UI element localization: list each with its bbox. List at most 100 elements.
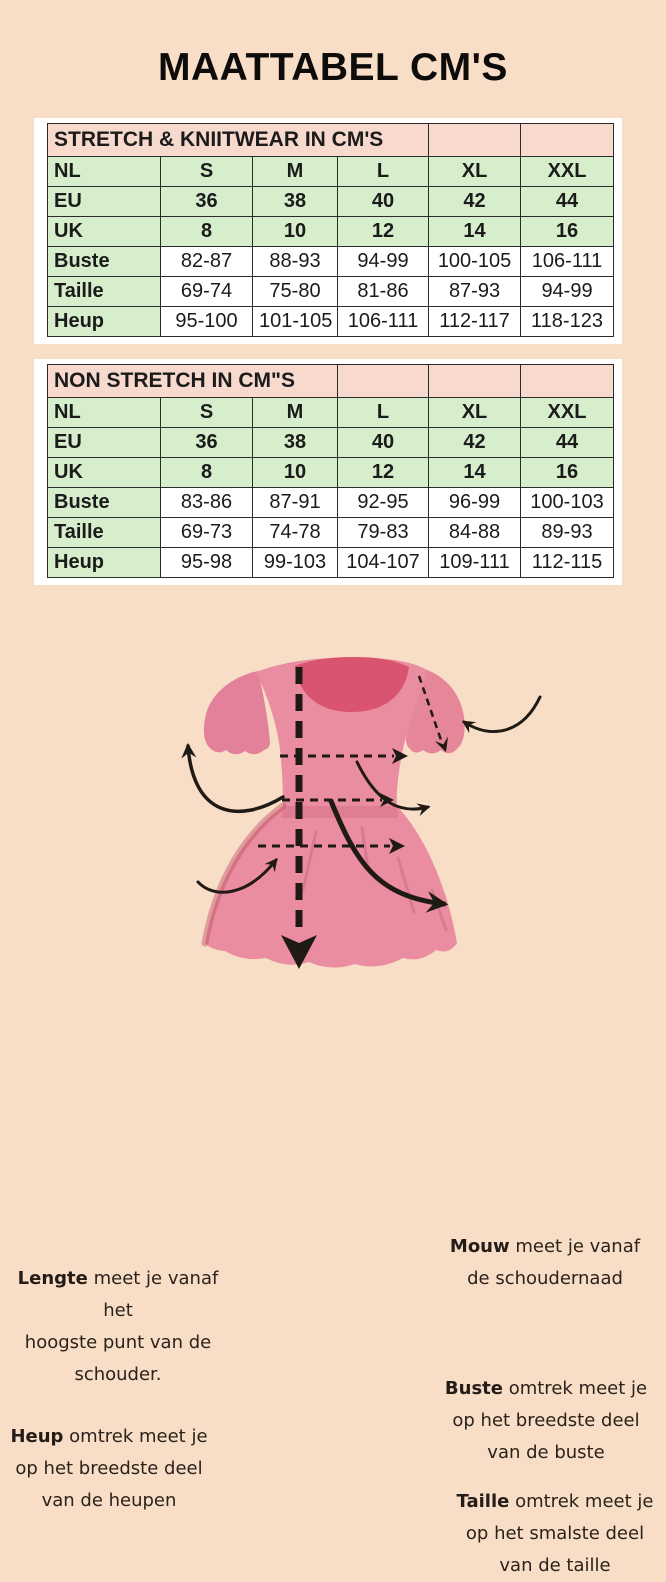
measure-cell: 82-87	[160, 246, 253, 277]
measure-row: Buste 83-86 87-91 92-95 96-99 100-103	[47, 487, 614, 518]
size-row-label: NL	[47, 397, 161, 428]
size-cell: 42	[428, 186, 522, 217]
measure-row-label: Buste	[47, 246, 161, 277]
size-cell: 16	[520, 457, 614, 488]
measure-cell: 106-111	[520, 246, 615, 277]
measure-cell: 109-111	[428, 547, 521, 578]
size-cell: 14	[428, 457, 521, 488]
table-title-row: NON STRETCH IN CM"S	[47, 364, 614, 398]
size-cell: 10	[252, 216, 338, 247]
measure-cell: 69-74	[160, 276, 253, 307]
measure-cell: 69-73	[160, 517, 253, 548]
size-row: NL S M L XL XXL	[47, 397, 614, 428]
heup-keyword: Heup	[10, 1426, 64, 1447]
measure-row-label: Taille	[47, 276, 161, 307]
non-stretch-table-sheet: NON STRETCH IN CM"S NL S M L XL XXL EU 36 38 40 42 4…	[34, 359, 622, 585]
taille-line2: op het smalste deel	[465, 1523, 645, 1544]
measure-cell: 101-105	[252, 306, 338, 337]
size-row: EU 36 38 40 42 44	[47, 186, 615, 217]
size-cell: 36	[160, 186, 253, 217]
size-row-label: UK	[47, 457, 161, 488]
measure-cell: 112-117	[428, 306, 522, 337]
table-title: NON STRETCH IN CM"S	[47, 364, 338, 398]
size-row: UK 8 10 12 14 16	[47, 216, 615, 247]
lengte-line3: schouder.	[74, 1364, 162, 1385]
measure-cell: 94-99	[336, 246, 430, 277]
size-cell: 16	[520, 216, 615, 247]
table-title: STRETCH & KNIITWEAR IN CM'S	[46, 123, 430, 157]
measure-row: Taille 69-74 75-80 81-86 87-93 94-99	[47, 276, 615, 307]
size-cell: 44	[520, 427, 614, 458]
taille-line3: van de taille	[499, 1555, 611, 1576]
size-cell: XXL	[520, 156, 615, 187]
size-row: NL S M L XL XXL	[47, 156, 615, 187]
lengte-keyword: Lengte	[17, 1268, 88, 1289]
dress-illustration	[181, 657, 542, 969]
measure-cell: 89-93	[520, 517, 614, 548]
heup-note: Heup omtrek meet je op het breedste deel…	[2, 1421, 216, 1517]
size-cell: 12	[336, 216, 430, 247]
heup-line1: omtrek meet je	[63, 1426, 208, 1447]
mouw-line2: de schoudernaad	[467, 1268, 623, 1289]
measure-cell: 95-98	[160, 547, 253, 578]
lengte-pointer-arrow	[181, 742, 285, 813]
size-cell: 44	[520, 186, 615, 217]
measure-cell: 118-123	[520, 306, 615, 337]
measure-cell: 100-105	[428, 246, 522, 277]
mouw-pointer-arrow	[461, 695, 542, 734]
lengte-line2: hoogste punt van de	[24, 1332, 212, 1353]
size-cell: 8	[160, 216, 253, 247]
page-title: MAATTABEL CM'S	[158, 46, 508, 89]
buste-keyword: Buste	[444, 1378, 503, 1399]
measure-cell: 99-103	[252, 547, 338, 578]
size-cell: 10	[252, 457, 338, 488]
dress-neckline-shape	[295, 657, 409, 712]
size-row: UK 8 10 12 14 16	[47, 457, 614, 488]
measure-cell: 100-103	[520, 487, 614, 518]
size-cell: L	[336, 156, 430, 187]
stretch-size-table: STRETCH & KNIITWEAR IN CM'S NL S M L XL XXL EU 3…	[46, 123, 615, 337]
buste-pointer-arrow	[355, 760, 431, 816]
size-cell: L	[337, 397, 429, 428]
taille-pointer-arrow	[328, 798, 449, 913]
measure-cell: 83-86	[160, 487, 253, 518]
measure-row: Taille 69-73 74-78 79-83 84-88 89-93	[47, 517, 614, 548]
size-row-label: UK	[47, 216, 161, 247]
mouw-line1: meet je vanaf	[509, 1236, 641, 1257]
measure-cell: 87-91	[252, 487, 338, 518]
size-cell: 36	[160, 427, 253, 458]
buste-line2: op het breedste deel	[452, 1410, 640, 1431]
size-row-label: EU	[47, 427, 161, 458]
heup-line3: van de heupen	[41, 1490, 177, 1511]
size-cell: M	[252, 397, 338, 428]
size-cell: 38	[252, 186, 338, 217]
measure-row: Buste 82-87 88-93 94-99 100-105 106-111	[47, 246, 615, 277]
hip-measure-line	[258, 838, 405, 854]
size-cell: 40	[337, 427, 429, 458]
size-cell: M	[252, 156, 338, 187]
table-title-empty-cell	[337, 364, 429, 398]
measure-row-label: Heup	[47, 547, 161, 578]
lengte-note: Lengte meet je vanaf het hoogste punt va…	[2, 1263, 234, 1391]
length-measure-line	[281, 667, 317, 969]
buste-note: Buste omtrek meet je op het breedste dee…	[436, 1373, 656, 1469]
buste-line1: omtrek meet je	[502, 1378, 648, 1399]
measure-cell: 92-95	[337, 487, 429, 518]
sleeve-measure-line	[417, 675, 448, 752]
measure-row-label: Buste	[47, 487, 161, 518]
mouw-note: Mouw meet je vanaf de schoudernaad	[436, 1231, 654, 1295]
size-row-label: NL	[47, 156, 161, 187]
size-cell: S	[160, 156, 253, 187]
taille-keyword: Taille	[456, 1491, 510, 1512]
size-cell: XL	[428, 397, 521, 428]
measurement-diagram: Lengte meet je vanaf het hoogste punt va…	[0, 600, 666, 1576]
size-cell: 40	[336, 186, 430, 217]
measure-cell: 74-78	[252, 517, 338, 548]
size-cell: 14	[428, 216, 522, 247]
mouw-keyword: Mouw	[449, 1236, 510, 1257]
lengte-line1: meet je vanaf het	[87, 1268, 219, 1321]
heup-pointer-arrow	[196, 857, 278, 894]
table-title-empty-cell	[520, 123, 615, 157]
measure-row: Heup 95-98 99-103 104-107 109-111 112-115	[47, 547, 614, 578]
measure-row: Heup 95-100 101-105 106-111 112-117 118-123	[47, 306, 615, 337]
